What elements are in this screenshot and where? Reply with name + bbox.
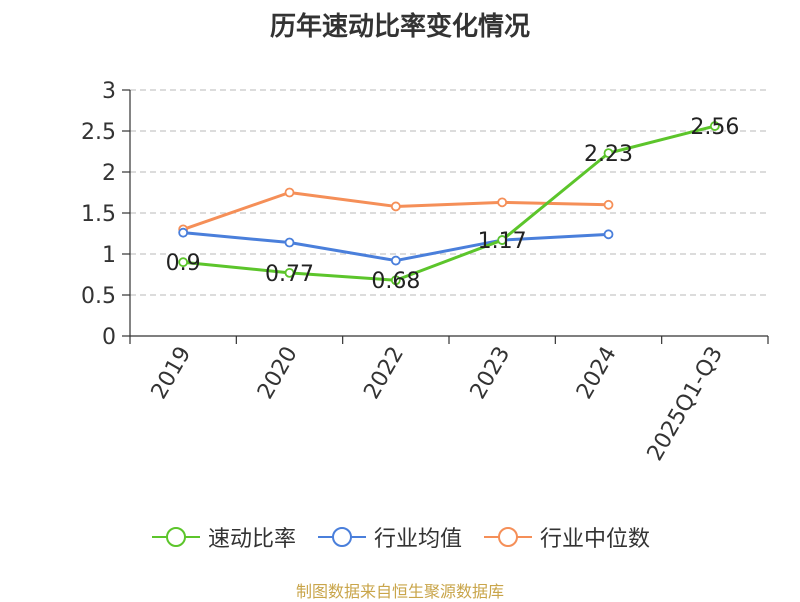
data-point bbox=[178, 227, 189, 238]
x-tick-label: 2022 bbox=[359, 343, 409, 404]
source-note: 制图数据来自恒生聚源数据库 bbox=[295, 582, 504, 601]
y-tick-label: 0.5 bbox=[81, 284, 116, 309]
series-line bbox=[183, 124, 716, 282]
chart-title: 历年速动比率变化情况 bbox=[269, 12, 530, 42]
y-tick-label: 3 bbox=[102, 79, 116, 104]
data-label: 0.9 bbox=[166, 251, 201, 276]
legend-marker-icon bbox=[484, 527, 532, 547]
data-label: 0.68 bbox=[371, 269, 420, 294]
y-tick-label: 2 bbox=[102, 161, 116, 186]
data-point bbox=[284, 267, 295, 278]
y-tick-label: 1 bbox=[102, 243, 116, 268]
series-layer bbox=[178, 121, 720, 286]
legend-label: 速动比率 bbox=[207, 527, 296, 552]
data-label: 0.77 bbox=[265, 262, 314, 287]
x-tick-label: 2025Q1-Q3 bbox=[643, 343, 728, 466]
x-tick-label: 2019 bbox=[147, 343, 197, 404]
axis-layer: 0 0.5 1 1.5 2 2.5 3 2019 2020 2022 2023 2024 2025Q1-… bbox=[81, 79, 769, 466]
data-point bbox=[497, 235, 508, 245]
data-point bbox=[709, 121, 720, 131]
data-label: 2.56 bbox=[690, 115, 739, 140]
y-tick-label: 1.5 bbox=[81, 202, 116, 227]
data-point bbox=[178, 257, 189, 268]
x-tick-label: 2023 bbox=[466, 342, 516, 403]
data-point bbox=[390, 201, 401, 212]
legend-marker-icon bbox=[151, 527, 200, 547]
grid-layer bbox=[130, 89, 768, 296]
data-point bbox=[497, 197, 508, 208]
data-point bbox=[603, 148, 614, 159]
legend-item: 行业均值 bbox=[316, 521, 462, 553]
data-point bbox=[603, 229, 614, 240]
legend-item: 行业中位数 bbox=[482, 521, 650, 553]
y-tick-label: 2.5 bbox=[81, 120, 116, 145]
data-label: 2.23 bbox=[584, 142, 633, 167]
data-point bbox=[390, 275, 401, 286]
label-layer: 0.9 0.77 0.68 1.17 2.23 2.56 bbox=[166, 115, 740, 294]
y-tick-label: 0 bbox=[102, 325, 116, 350]
legend-label: 行业中位数 bbox=[540, 527, 651, 552]
data-point bbox=[603, 199, 614, 210]
legend: 速动比率 行业均值 行业中位数 bbox=[0, 520, 800, 554]
data-point bbox=[284, 187, 295, 198]
legend-marker-icon bbox=[317, 527, 366, 547]
data-label: 1.17 bbox=[478, 229, 527, 254]
legend-label: 行业均值 bbox=[373, 527, 462, 552]
legend-item: 速动比率 bbox=[150, 521, 296, 553]
data-point bbox=[390, 255, 401, 266]
x-tick-label: 2020 bbox=[253, 343, 303, 404]
data-point bbox=[284, 237, 295, 248]
x-tick-label: 2024 bbox=[572, 343, 622, 404]
